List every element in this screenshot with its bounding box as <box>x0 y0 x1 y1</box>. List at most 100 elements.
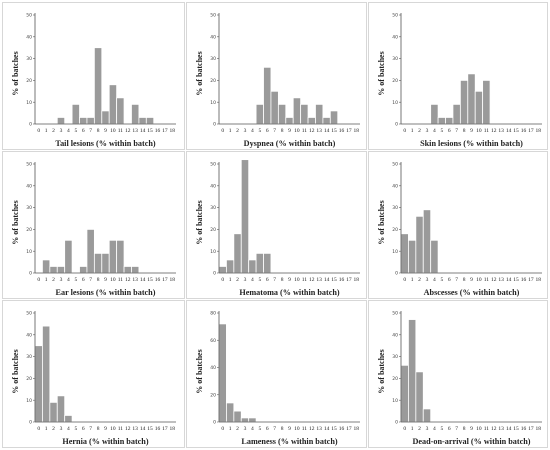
y-axis-label: % of batches <box>377 51 386 95</box>
x-tick-label: 17 <box>528 426 534 432</box>
y-tick-label: 20 <box>210 227 216 233</box>
x-tick-label: 16 <box>339 426 345 432</box>
x-tick-label: 6 <box>448 128 451 134</box>
y-tick-label: 40 <box>210 183 216 189</box>
histogram-bar <box>482 80 491 125</box>
x-tick-label: 5 <box>440 128 443 134</box>
y-tick-label: 30 <box>392 205 398 211</box>
histogram-bar <box>233 410 242 423</box>
histogram-bar <box>64 415 73 423</box>
x-tick-label: 12 <box>491 426 497 432</box>
x-tick-label: 13 <box>132 277 138 283</box>
x-tick-label: 17 <box>346 426 352 432</box>
x-tick-label: 12 <box>309 426 315 432</box>
x-tick-label: 17 <box>346 128 352 134</box>
histogram-bar <box>467 73 476 125</box>
x-tick-label: 2 <box>236 277 239 283</box>
y-axis-label: % of batches <box>195 349 204 393</box>
histogram-bar <box>285 117 294 125</box>
x-tick-label: 5 <box>74 277 77 283</box>
x-tick-label: 2 <box>52 426 55 432</box>
x-axis-label: Hernia (% within batch) <box>62 437 148 446</box>
histogram-bar <box>116 239 125 274</box>
y-tick-label: 50 <box>210 13 216 19</box>
x-tick-label: 3 <box>244 426 247 432</box>
x-tick-label: 12 <box>125 128 131 134</box>
x-tick-label: 16 <box>521 128 527 134</box>
x-tick-label: 14 <box>506 426 512 432</box>
y-tick-label: 0 <box>29 122 32 128</box>
histogram-bar <box>226 259 235 274</box>
x-tick-label: 16 <box>339 277 345 283</box>
x-tick-label: 7 <box>273 426 276 432</box>
x-tick-label: 10 <box>294 128 300 134</box>
x-tick-label: 1 <box>229 128 232 134</box>
x-tick-label: 3 <box>244 128 247 134</box>
x-tick-label: 9 <box>288 128 291 134</box>
x-tick-label: 4 <box>251 277 254 283</box>
x-tick-label: 6 <box>266 128 269 134</box>
y-tick-label: 20 <box>392 78 398 84</box>
histogram-bar <box>56 395 66 423</box>
histogram-bar <box>263 252 272 274</box>
x-tick-label: 3 <box>426 277 429 283</box>
y-tick-label: 10 <box>26 398 32 404</box>
x-axis-label: Dead-on-arrival (% within batch) <box>412 437 530 446</box>
histogram-panel: % of batches 0 10 20 30 40 50 0 1 2 3 4 5 6 7 8 9 10 11 12 1… <box>2 2 185 150</box>
y-tick-label: 0 <box>395 122 398 128</box>
x-tick-label: 0 <box>37 426 40 432</box>
histogram-panel: % of batches 0 10 20 30 40 50 0 1 2 3 4 5 6 7 8 9 10 11 12 1… <box>2 300 185 448</box>
x-tick-label: 15 <box>513 128 519 134</box>
histogram-bar <box>430 103 439 125</box>
histogram-bar <box>42 259 51 274</box>
x-tick-label: 6 <box>266 277 269 283</box>
histogram-bar <box>218 323 227 423</box>
y-tick-label: 10 <box>392 100 398 106</box>
x-axis-label: Ear lesions (% within batch) <box>56 288 156 297</box>
x-tick-label: 7 <box>273 128 276 134</box>
x-tick-label: 18 <box>170 426 176 432</box>
y-tick-label: 40 <box>392 183 398 189</box>
x-tick-label: 11 <box>302 128 308 134</box>
histogram-bar <box>93 47 103 125</box>
y-tick-label: 20 <box>26 376 32 382</box>
y-tick-label: 50 <box>26 13 32 19</box>
x-tick-label: 14 <box>506 277 512 283</box>
histogram-bar <box>248 259 257 274</box>
x-tick-label: 11 <box>484 277 490 283</box>
x-tick-label: 14 <box>324 426 330 432</box>
histogram-bar <box>300 103 309 125</box>
x-tick-label: 15 <box>331 426 337 432</box>
histogram-panel: % of batches 0 10 20 30 40 50 0 1 2 3 4 5 6 7 8 9 10 11 12 1… <box>186 2 367 150</box>
x-tick-label: 8 <box>463 128 466 134</box>
y-tick-label: 30 <box>26 56 32 62</box>
x-tick-label: 0 <box>403 128 406 134</box>
x-tick-label: 5 <box>74 426 77 432</box>
x-tick-label: 3 <box>60 426 63 432</box>
histogram-bar <box>255 252 264 274</box>
x-tick-label: 10 <box>110 128 116 134</box>
x-tick-label: 2 <box>418 426 421 432</box>
histogram-bar <box>437 117 446 125</box>
histogram-panel: % of batches 0 10 20 30 40 50 0 1 2 3 4 5 6 7 8 9 10 11 12 1… <box>368 2 548 150</box>
y-tick-label: 20 <box>26 78 32 84</box>
x-tick-label: 10 <box>110 426 116 432</box>
histogram-bar <box>123 266 132 274</box>
x-tick-label: 14 <box>324 128 330 134</box>
histogram-bar <box>34 345 43 423</box>
histogram-bar <box>108 84 118 125</box>
x-tick-label: 1 <box>411 426 414 432</box>
histogram-bar <box>138 117 147 125</box>
x-tick-label: 2 <box>236 128 239 134</box>
histogram-panel: % of batches 0 10 20 30 40 50 0 1 2 3 4 5 6 7 8 9 10 11 12 1… <box>368 151 548 299</box>
histogram-bar <box>131 266 140 274</box>
x-tick-label: 0 <box>403 277 406 283</box>
y-tick-label: 50 <box>392 162 398 168</box>
x-tick-label: 14 <box>506 128 512 134</box>
